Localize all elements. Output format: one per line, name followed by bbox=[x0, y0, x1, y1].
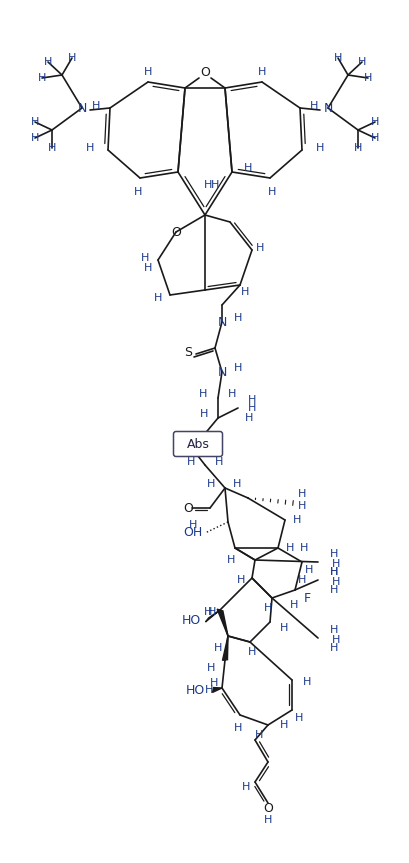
Text: H: H bbox=[279, 623, 288, 633]
Text: H: H bbox=[331, 635, 339, 645]
Text: H: H bbox=[285, 543, 294, 553]
Text: O: O bbox=[171, 225, 180, 238]
Text: H: H bbox=[254, 730, 262, 740]
Text: H: H bbox=[240, 287, 249, 297]
Text: HO: HO bbox=[181, 614, 200, 627]
Text: H: H bbox=[315, 143, 324, 153]
Text: H: H bbox=[209, 678, 218, 688]
Text: H: H bbox=[234, 313, 242, 323]
Text: H: H bbox=[263, 603, 272, 613]
Text: H: H bbox=[247, 647, 256, 657]
Text: H: H bbox=[299, 543, 308, 553]
Text: H: H bbox=[297, 501, 306, 511]
Text: H: H bbox=[245, 413, 253, 423]
Text: H: H bbox=[198, 389, 207, 399]
Text: H: H bbox=[188, 520, 196, 530]
Text: O: O bbox=[182, 501, 193, 514]
Text: H: H bbox=[226, 555, 234, 565]
Text: H: H bbox=[329, 625, 337, 635]
Text: H: H bbox=[329, 643, 337, 653]
Polygon shape bbox=[205, 610, 220, 622]
Text: H: H bbox=[370, 133, 378, 143]
Text: H: H bbox=[48, 143, 56, 153]
Text: H: H bbox=[140, 253, 149, 263]
Text: H: H bbox=[333, 53, 342, 63]
Text: H: H bbox=[257, 67, 265, 77]
Text: H: H bbox=[267, 187, 276, 197]
Text: H: H bbox=[329, 567, 337, 577]
Text: H: H bbox=[370, 117, 378, 127]
Text: H: H bbox=[38, 73, 46, 83]
FancyBboxPatch shape bbox=[173, 432, 222, 457]
Text: H: H bbox=[203, 607, 211, 617]
Polygon shape bbox=[222, 636, 227, 660]
Text: N: N bbox=[217, 366, 226, 379]
Text: H: H bbox=[294, 713, 303, 723]
Text: H: H bbox=[279, 720, 287, 730]
Text: H: H bbox=[297, 575, 306, 585]
Text: H: H bbox=[206, 479, 214, 489]
Text: H: H bbox=[214, 457, 223, 467]
Text: H: H bbox=[241, 782, 249, 792]
Text: H: H bbox=[204, 685, 213, 695]
Polygon shape bbox=[212, 688, 221, 692]
Text: H: H bbox=[31, 117, 39, 127]
Text: H: H bbox=[329, 567, 337, 577]
Text: H: H bbox=[199, 409, 207, 419]
Text: H: H bbox=[329, 585, 337, 595]
Text: Abs: Abs bbox=[186, 438, 209, 450]
Text: H: H bbox=[263, 815, 272, 825]
Text: H: H bbox=[297, 489, 306, 499]
Text: H: H bbox=[233, 723, 242, 733]
Text: H: H bbox=[206, 663, 214, 673]
Text: H: H bbox=[247, 403, 256, 413]
Text: H: H bbox=[292, 515, 301, 525]
Text: H: H bbox=[210, 180, 219, 190]
Text: HO: HO bbox=[185, 683, 204, 696]
Text: N: N bbox=[217, 316, 226, 329]
Text: H: H bbox=[232, 479, 241, 489]
Text: H: H bbox=[234, 363, 242, 373]
Text: H: H bbox=[331, 577, 339, 587]
Text: H: H bbox=[227, 389, 236, 399]
Text: H: H bbox=[144, 263, 152, 273]
Text: H: H bbox=[302, 677, 310, 687]
Text: F: F bbox=[303, 591, 310, 604]
Text: N: N bbox=[77, 102, 86, 115]
Text: H: H bbox=[31, 133, 39, 143]
Text: H: H bbox=[236, 575, 245, 585]
Text: H: H bbox=[203, 180, 212, 190]
Text: N: N bbox=[323, 102, 332, 115]
Text: H: H bbox=[309, 101, 317, 111]
Text: H: H bbox=[207, 607, 216, 617]
Text: H: H bbox=[289, 600, 297, 610]
Text: H: H bbox=[243, 163, 252, 173]
Text: H: H bbox=[357, 57, 365, 67]
Text: O: O bbox=[263, 802, 272, 815]
Text: H: H bbox=[144, 67, 152, 77]
Text: OH: OH bbox=[183, 526, 202, 539]
Text: H: H bbox=[331, 559, 339, 569]
Text: H: H bbox=[247, 395, 256, 405]
Text: H: H bbox=[213, 643, 221, 653]
Text: H: H bbox=[353, 143, 361, 153]
Text: H: H bbox=[92, 101, 100, 111]
Polygon shape bbox=[217, 609, 227, 636]
Text: H: H bbox=[304, 565, 312, 575]
Text: H: H bbox=[67, 53, 76, 63]
Text: H: H bbox=[133, 187, 142, 197]
Text: H: H bbox=[329, 549, 337, 559]
Text: H: H bbox=[44, 57, 52, 67]
Text: S: S bbox=[184, 345, 191, 358]
Text: O: O bbox=[200, 66, 209, 79]
Text: H: H bbox=[363, 73, 371, 83]
Text: H: H bbox=[85, 143, 94, 153]
Text: H: H bbox=[153, 293, 162, 303]
Text: H: H bbox=[186, 457, 195, 467]
Text: H: H bbox=[255, 243, 263, 253]
